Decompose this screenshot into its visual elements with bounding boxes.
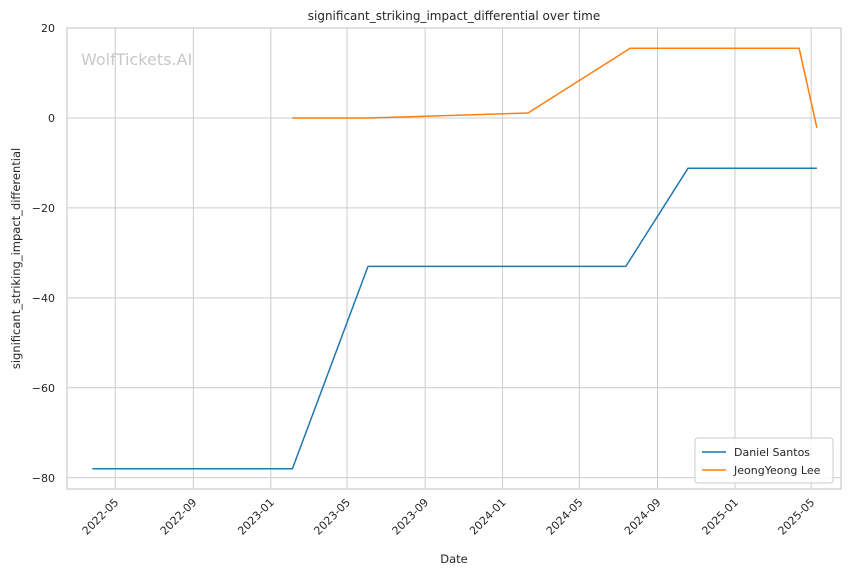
grid: [67, 27, 841, 489]
x-tick-label: 2025-01: [699, 496, 741, 538]
x-tick-label: 2023-01: [235, 496, 277, 538]
x-tick-label: 2022-05: [80, 496, 122, 538]
x-tick-label: 2024-01: [467, 496, 509, 538]
series-layer: [92, 47, 818, 470]
x-tick-label: 2023-09: [390, 496, 432, 538]
y-tick-label: 0: [48, 112, 55, 125]
x-tick-label: 2025-05: [776, 496, 818, 538]
y-axis-label: significant_striking_impact_differential: [9, 148, 23, 369]
x-tick-label: 2024-05: [544, 496, 586, 538]
plot-frame: [66, 27, 842, 490]
legend-box: [694, 437, 834, 484]
x-tick-label: 2024-09: [622, 496, 664, 538]
y-tick-label: 20: [41, 22, 55, 35]
watermark: WolfTickets.AI: [81, 50, 192, 69]
legend: Daniel Santos JeongYeong Lee: [694, 437, 834, 484]
legend-label-jeongyeong-lee: JeongYeong Lee: [733, 464, 821, 477]
chart-title: significant_striking_impact_differential…: [308, 9, 600, 23]
x-tick-label: 2022-09: [158, 496, 200, 538]
y-tick-label: −20: [32, 202, 55, 215]
x-axis-label: Date: [440, 552, 468, 566]
series-line-jeongyeong-lee: [292, 47, 818, 128]
legend-label-daniel-santos: Daniel Santos: [734, 446, 810, 459]
y-tick-label: −60: [32, 382, 55, 395]
y-tick-label: −80: [32, 472, 55, 485]
x-tick-label: 2023-05: [311, 496, 353, 538]
series-line-daniel-santos: [92, 167, 817, 470]
y-tick-labels: 20 0 −20 −40 −60 −80: [32, 22, 55, 485]
y-tick-label: −40: [32, 292, 55, 305]
x-tick-labels: 2022-05 2022-09 2023-01 2023-05 2023-09 2024-…: [80, 496, 818, 538]
